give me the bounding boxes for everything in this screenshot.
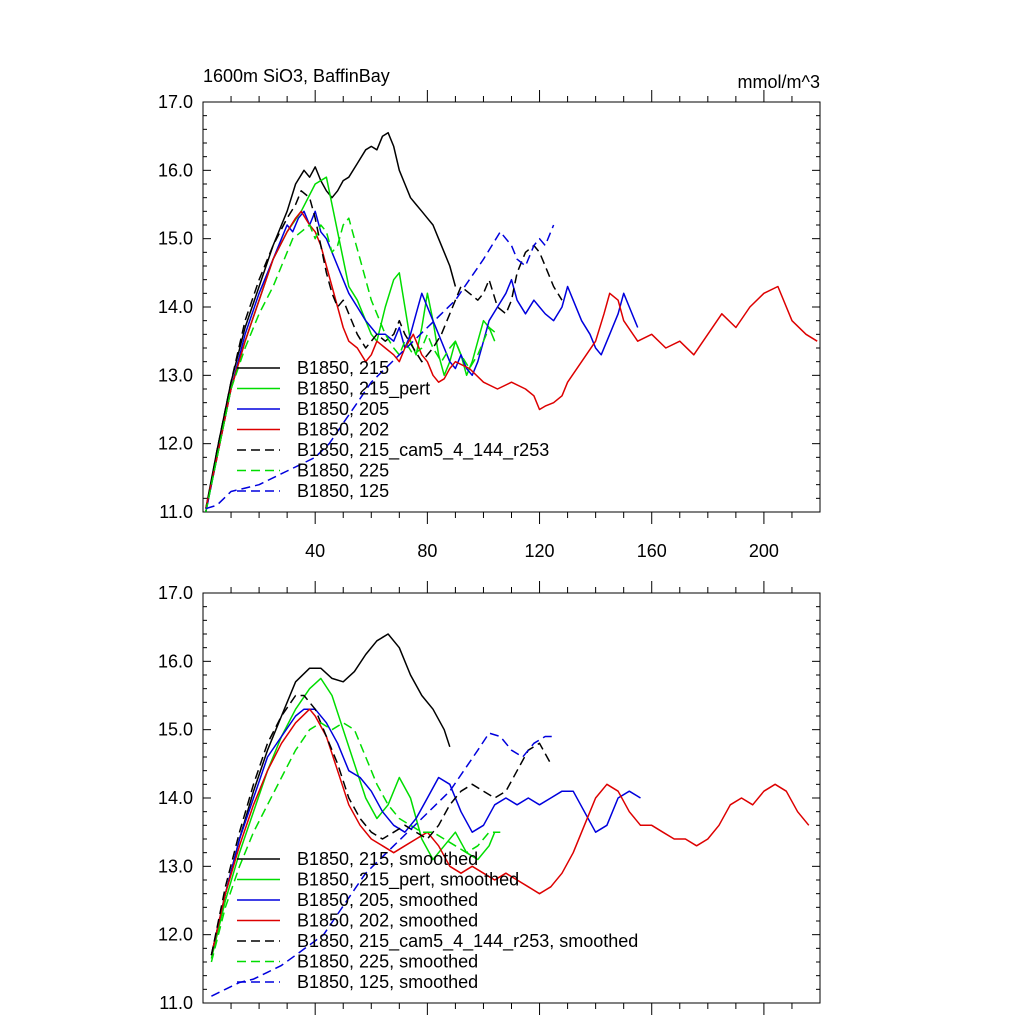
series-line-b1850-215-cam5-4-144-r253-smoothed [210, 694, 552, 956]
series-line-b1850-125-smoothed [211, 732, 554, 997]
legend-label: B1850, 215 [297, 358, 389, 378]
y-tick-label: 17.0 [158, 92, 193, 112]
legend-label: B1850, 205, smoothed [297, 890, 478, 910]
y-tick-label: 14.0 [158, 788, 193, 808]
raw-panel: 11.0 12.0 13.0 14.0 15.0 16.0 17.0 40 80 120 160 20… [158, 90, 821, 561]
y-tick-label: 14.0 [158, 297, 193, 317]
series-line-b1850-225 [205, 217, 498, 513]
series-line-b1850-225-smoothed [210, 722, 501, 963]
legend-label: B1850, 225 [297, 461, 389, 481]
smoothed-panel: 11.0 12.0 13.0 14.0 15.0 16.0 17.0 B1850, 215, … [158, 581, 821, 1015]
units-label: mmol/m^3 [738, 72, 820, 92]
y-tick-label: 13.0 [158, 365, 193, 385]
series-line-b1850-125 [205, 224, 555, 510]
y-tick-label: 13.0 [158, 856, 193, 876]
y-tick-label: 12.0 [158, 434, 193, 454]
y-tick-label: 16.0 [158, 651, 193, 671]
legend-label: B1850, 215_cam5_4_144_r253, smoothed [297, 931, 638, 952]
series-line-b1850-202-smoothed [210, 708, 810, 956]
series-line-b1850-205 [205, 210, 639, 513]
y-tick-label: 15.0 [158, 229, 193, 249]
legend-label: B1850, 202, smoothed [297, 911, 478, 931]
y-tick-label: 17.0 [158, 583, 193, 603]
series-line-b1850-205-smoothed [210, 708, 641, 956]
legend-label: B1850, 215_pert, smoothed [297, 870, 519, 891]
legend-label: B1850, 125, smoothed [297, 972, 478, 992]
y-tick-label: 11.0 [159, 502, 193, 522]
chart-title: 1600m SiO3, BaffinBay [203, 66, 390, 86]
series-line-b1850-215-cam5-4-144-r253 [205, 190, 563, 513]
legend-label: B1850, 205 [297, 399, 389, 419]
x-tick-label: 120 [525, 541, 555, 561]
x-tick-label: 160 [637, 541, 667, 561]
legend-label: B1850, 215, smoothed [297, 849, 478, 869]
legend-label: B1850, 202 [297, 420, 389, 440]
legend-label: B1850, 215_pert [297, 379, 430, 400]
y-tick-label: 16.0 [158, 160, 193, 180]
series-line-b1850-215 [205, 131, 457, 509]
series-line-b1850-202 [205, 210, 818, 509]
x-tick-label: 200 [749, 541, 779, 561]
y-tick-label: 15.0 [158, 720, 193, 740]
series-line-b1850-215-smoothed [210, 633, 451, 956]
y-tick-label: 11.0 [159, 993, 193, 1013]
legend-label: B1850, 125 [297, 481, 389, 501]
legend-label: B1850, 215_cam5_4_144_r253 [297, 440, 549, 461]
x-tick-label: 80 [417, 541, 437, 561]
y-tick-label: 12.0 [158, 925, 193, 945]
legend-label: B1850, 225, smoothed [297, 952, 478, 972]
x-tick-label: 40 [305, 541, 325, 561]
